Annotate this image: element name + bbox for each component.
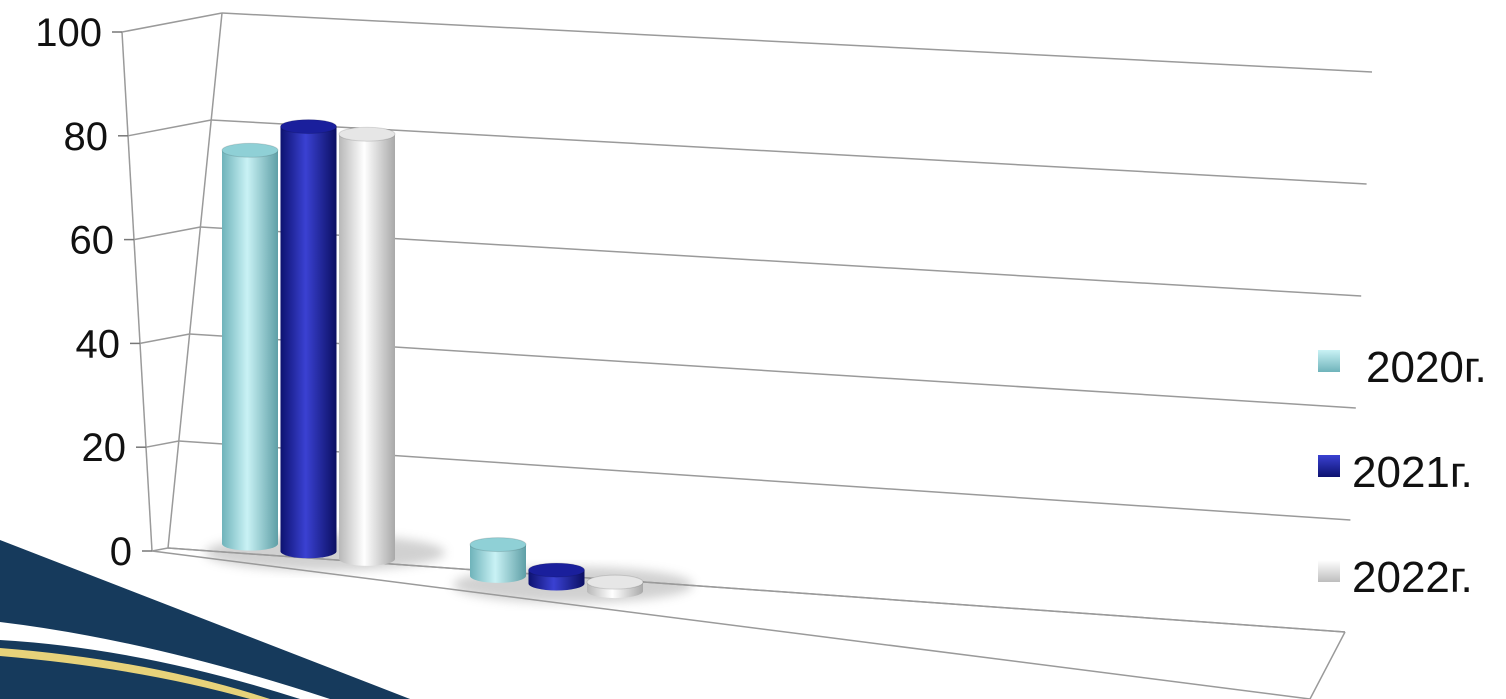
y-tick-label: 100 [35, 11, 102, 55]
y-axis: 0 20 40 60 80 100 [35, 11, 152, 574]
bar-0-1 [280, 119, 337, 559]
y-tick-label: 40 [76, 322, 121, 366]
y-tick-label: 60 [70, 219, 115, 263]
legend-label: 2021г. [1352, 448, 1473, 497]
legend: 2020г. 2021г. 2022г. [1318, 343, 1487, 602]
gridline [221, 12, 1373, 73]
gridline-side [121, 12, 223, 33]
y-tick-label: 80 [64, 115, 109, 159]
gridline-side [127, 119, 212, 137]
gridline-side [133, 226, 201, 241]
legend-swatch [1318, 350, 1340, 372]
gridline-side [151, 547, 169, 552]
gridline-side [145, 440, 179, 448]
bars [205, 119, 693, 603]
decor-navy-fill [0, 622, 410, 699]
gridline-side [139, 333, 190, 345]
y-tick-label: 0 [110, 530, 132, 574]
bar-1-2 [586, 574, 644, 599]
y-axis-line [121, 31, 153, 552]
y-tick-label: 20 [82, 426, 127, 470]
bar-0-0 [221, 142, 279, 551]
legend-label: 2020г. [1366, 343, 1487, 392]
gridline [211, 119, 1367, 185]
back-wall-edge [167, 12, 223, 549]
legend-swatch [1318, 455, 1340, 477]
legend-swatch [1318, 560, 1340, 582]
decor-white-stripe [0, 622, 330, 699]
decor-gold-stripe [0, 648, 270, 699]
corner-decoration [0, 540, 410, 699]
bar-1-0 [469, 537, 527, 583]
bar-1-1 [528, 562, 585, 591]
bar-0-2 [338, 126, 396, 566]
legend-label: 2022г. [1352, 553, 1473, 602]
